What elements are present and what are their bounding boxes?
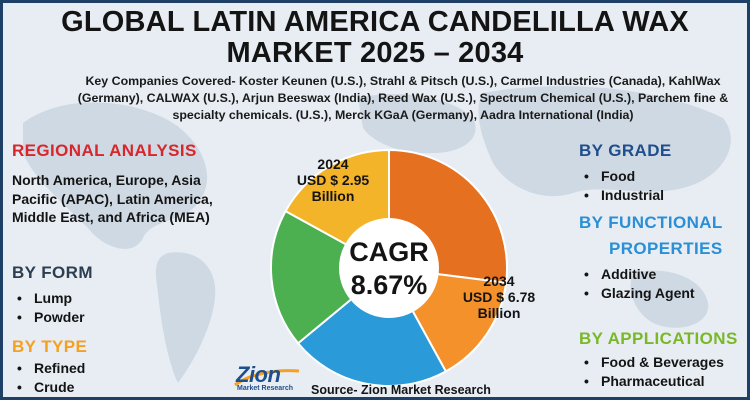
list-item: Powder — [12, 308, 85, 327]
by-functional-heading: BY FUNCTIONAL — [579, 213, 723, 232]
regional-analysis-heading: REGIONAL ANALYSIS — [12, 141, 197, 160]
functional-list: Additive Glazing Agent — [579, 265, 699, 303]
donut-center — [339, 218, 439, 318]
regional-analysis-text: North America, Europe, Asia Pacific (APA… — [12, 172, 213, 225]
by-functional-heading-line2: PROPERTIES — [609, 239, 723, 258]
chart-title: CAGR — [349, 237, 429, 267]
start-unit: Billion — [311, 188, 355, 204]
key-companies: Key Companies Covered- Koster Keunen (U.… — [77, 74, 729, 122]
page-title: GLOBAL LATIN AMERICA CANDELILLA WAX MARK… — [61, 6, 689, 69]
start-value: USD $ 2.95 — [296, 172, 370, 188]
pie-slice-4 — [270, 209, 391, 345]
grade-list: Food Industrial — [579, 167, 664, 205]
start-year: 2024 — [317, 156, 349, 172]
list-item: Glazing Agent — [579, 284, 699, 303]
list-item: Additive — [579, 265, 699, 284]
list-item: Industrial — [579, 186, 664, 205]
list-item: Food — [579, 167, 664, 186]
zion-logo-icon — [234, 369, 300, 387]
by-form-heading: BY FORM — [12, 263, 93, 282]
by-type-heading: BY TYPE — [12, 337, 88, 356]
end-unit: Billion — [477, 305, 521, 321]
end-value: USD $ 6.78 — [462, 289, 536, 305]
logo-name: Zion — [236, 362, 281, 387]
by-applications-heading: BY APPLICATIONS — [579, 329, 738, 348]
form-list: Lump Powder — [12, 289, 85, 327]
list-item: Pharmaceutical — [579, 372, 724, 391]
list-item: Refined — [12, 359, 85, 378]
list-item: Crude — [12, 378, 85, 397]
type-list: Refined Crude — [12, 359, 85, 397]
applications-list: Food & Beverages Pharmaceutical — [579, 353, 724, 391]
end-year: 2034 — [483, 273, 515, 289]
pie-slice-3 — [296, 266, 448, 387]
source-note: Source- Zion Market Research — [311, 383, 491, 397]
end-stat: 2034 USD $ 6.78 Billion — [449, 273, 549, 321]
list-item: Food & Beverages — [579, 353, 724, 372]
cagr-value: 8.67% — [351, 270, 428, 300]
cagr-donut-chart: CAGR 8.67% — [270, 148, 508, 387]
logo-subtitle: Market Research — [237, 385, 294, 392]
by-grade-heading: BY GRADE — [579, 141, 672, 160]
list-item: Lump — [12, 289, 85, 308]
start-stat: 2024 USD $ 2.95 Billion — [283, 156, 383, 204]
